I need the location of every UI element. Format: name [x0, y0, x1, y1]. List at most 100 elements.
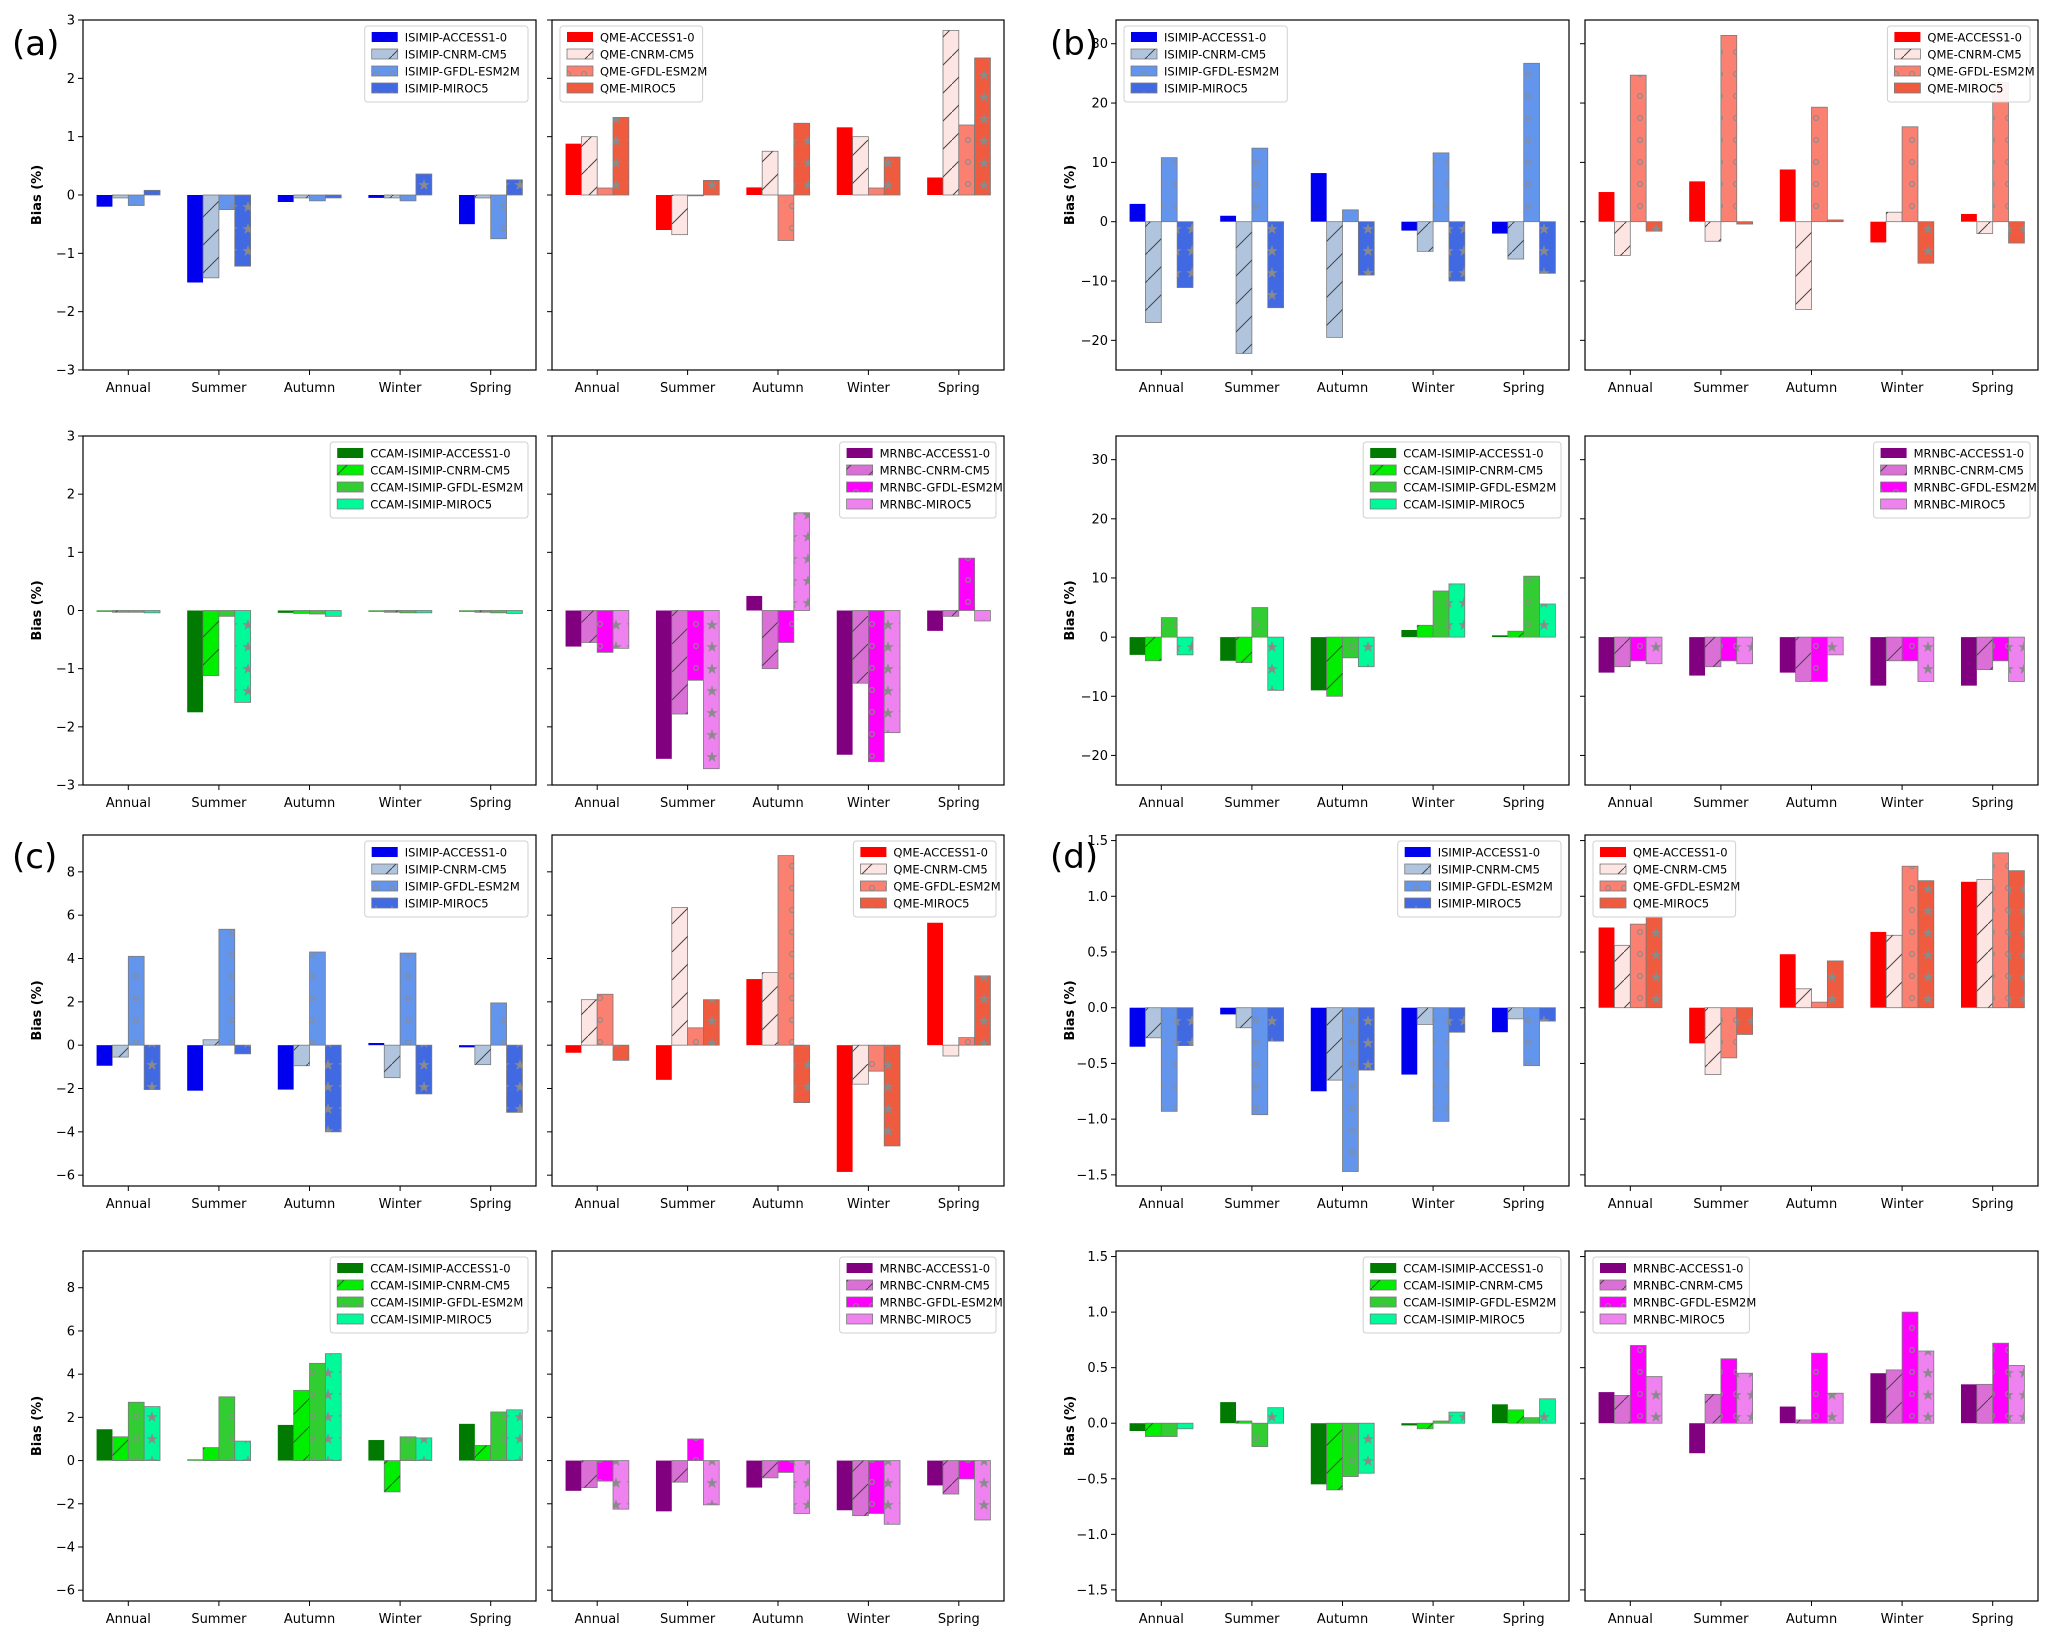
bar-hatch-CCAM-ISIMIP-GFDL-ESM2M-Winter [1433, 590, 1449, 638]
bar-hatch-QME-CNRM-CM5-Annual [581, 136, 598, 195]
bar-ISIMIP-ACCESS1-0-Annual [1129, 203, 1146, 222]
bar-hatch-ISIMIP-GFDL-ESM2M-Summer [218, 195, 235, 210]
x-tick-label: Summer [660, 381, 716, 396]
bar-CCAM-ISIMIP-ACCESS1-0-Spring [458, 610, 475, 612]
bar-hatch-QME-GFDL-ESM2M-Summer [1720, 35, 1737, 222]
subplot-c-isimip: −6 −4 −2 0 2 4 6 8 Bias (%) Annual Summer Autumn Win… [30, 834, 537, 1212]
x-tick-label: Autumn [752, 1197, 803, 1212]
bar-hatch-ISIMIP-GFDL-ESM2M-Summer [218, 929, 235, 1046]
bar-hatch-CCAM-ISIMIP-MIROC5-Winter [415, 1437, 432, 1461]
bar-hatch-ISIMIP-MIROC5-Autumn [325, 195, 342, 198]
legend-swatch-hatch [1370, 1280, 1397, 1290]
legend: QME-ACCESS1-0 QME-CNRM-CM5 QME-GFDL-ESM2M Q… [559, 25, 707, 103]
legend-entry: ISIMIP-MIROC5 [1438, 897, 1522, 911]
y-tick-label: −6 [56, 1584, 75, 1599]
legend-swatch-hatch [337, 1314, 364, 1324]
bar-CCAM-ISIMIP-ACCESS1-0-Autumn [1310, 1423, 1327, 1485]
legend-swatch [846, 448, 873, 458]
bar-hatch-MRNBC-CNRM-CM5-Winter [852, 1460, 869, 1516]
x-tick-label: Annual [575, 1197, 620, 1212]
y-tick-label: 0 [1100, 215, 1108, 230]
bar-hatch-MRNBC-MIROC5-Spring [2008, 1365, 2025, 1424]
x-tick-label: Winter [379, 1197, 423, 1212]
y-tick-label: −6 [56, 1169, 75, 1184]
legend-entry: QME-ACCESS1-0 [1927, 31, 2022, 45]
bar-QME-ACCESS1-0-Summer [1689, 181, 1706, 222]
legend: ISIMIP-ACCESS1-0 ISIMIP-CNRM-CM5 ISIMIP-GF… [1123, 25, 1288, 103]
bar-hatch-CCAM-ISIMIP-CNRM-CM5-Annual [1145, 637, 1162, 661]
bar-hatch-QME-CNRM-CM5-Autumn [762, 972, 778, 1046]
y-tick-label: 2 [67, 1411, 75, 1426]
bar-ISIMIP-ACCESS1-0-Winter [1401, 221, 1418, 231]
legend-swatch-hatch [1370, 1314, 1397, 1324]
y-tick-label: 0 [67, 1039, 75, 1054]
y-tick-label: 10 [1091, 156, 1108, 171]
x-tick-label: Summer [1224, 1612, 1280, 1627]
bar-ISIMIP-ACCESS1-0-Summer [187, 1045, 204, 1091]
bar-hatch-ISIMIP-GFDL-ESM2M-Winter [400, 195, 416, 201]
legend-swatch [567, 32, 593, 42]
x-tick-label: Annual [106, 381, 151, 396]
bar-MRNBC-ACCESS1-0-Spring [927, 610, 943, 631]
bar-CCAM-ISIMIP-ACCESS1-0-Annual [1129, 1423, 1146, 1431]
bar-hatch-QME-MIROC5-Spring [2008, 870, 2025, 1008]
legend-box [1123, 25, 1288, 103]
bar-hatch-ISIMIP-GFDL-ESM2M-Autumn [309, 195, 326, 201]
bar-hatch-MRNBC-GFDL-ESM2M-Summer [687, 610, 704, 681]
bar-MRNBC-ACCESS1-0-Spring [1960, 1384, 1977, 1424]
subplot-c-mrnbc: Annual Summer Autumn Winter Spring MRNBC-ACCE… [547, 1250, 1005, 1627]
bar-hatch-ISIMIP-CNRM-CM5-Annual [1145, 1007, 1162, 1038]
legend-entry: MRNBC-CNRM-CM5 [1633, 1279, 1743, 1293]
y-axis-label: Bias (%) [30, 580, 45, 640]
legend-swatch [1131, 32, 1157, 42]
bar-hatch-ISIMIP-GFDL-ESM2M-Annual [128, 956, 145, 1046]
y-tick-label: 0 [67, 1454, 75, 1469]
bar-hatch-QME-MIROC5-Spring [974, 57, 991, 195]
bar-ISIMIP-ACCESS1-0-Spring [1491, 221, 1508, 234]
y-tick-label: 10 [1091, 571, 1108, 586]
bar-hatch-CCAM-ISIMIP-CNRM-CM5-Annual [112, 1436, 129, 1461]
bar-hatch-CCAM-ISIMIP-MIROC5-Annual [1177, 637, 1193, 655]
bar-hatch-QME-GFDL-ESM2M-Annual [1630, 75, 1647, 222]
legend-entry: ISIMIP-ACCESS1-0 [405, 31, 507, 45]
y-tick-label: −1 [56, 247, 75, 262]
legend-entry: QME-GFDL-ESM2M [1633, 880, 1740, 894]
legend-entry: CCAM-ISIMIP-MIROC5 [1403, 1313, 1525, 1327]
bar-hatch-QME-GFDL-ESM2M-Winter [868, 1045, 885, 1072]
bar-hatch-MRNBC-GFDL-ESM2M-Autumn [1811, 1353, 1828, 1424]
bar-hatch-ISIMIP-GFDL-ESM2M-Spring [490, 1002, 507, 1046]
bar-hatch-ISIMIP-GFDL-ESM2M-Annual [1161, 1007, 1178, 1112]
legend: MRNBC-ACCESS1-0 MRNBC-CNRM-CM5 MRNBC-GFDL-… [1873, 441, 2037, 519]
legend-swatch [1370, 448, 1397, 458]
bar-hatch-ISIMIP-MIROC5-Winter [415, 1045, 432, 1094]
x-tick-label: Summer [660, 1197, 716, 1212]
bar-MRNBC-ACCESS1-0-Autumn [746, 595, 763, 611]
bar-CCAM-ISIMIP-ACCESS1-0-Annual [96, 1429, 113, 1461]
bar-hatch-ISIMIP-MIROC5-Winter [1448, 221, 1465, 282]
bar-hatch-QME-GFDL-ESM2M-Spring [958, 1037, 975, 1046]
bar-hatch-MRNBC-GFDL-ESM2M-Spring [1992, 1343, 2009, 1424]
bar-hatch-ISIMIP-MIROC5-Summer [234, 195, 251, 267]
x-tick-label: Winter [1412, 1612, 1456, 1627]
x-tick-label: Spring [470, 1197, 512, 1212]
x-tick-label: Annual [1608, 1612, 1653, 1627]
legend-box [329, 1256, 529, 1334]
bar-hatch-ISIMIP-MIROC5-Autumn [325, 1045, 342, 1132]
bar-QME-ACCESS1-0-Summer [655, 195, 672, 230]
bar-hatch-MRNBC-CNRM-CM5-Spring [942, 1460, 959, 1495]
bar-hatch-CCAM-ISIMIP-CNRM-CM5-Annual [1145, 1423, 1162, 1437]
bar-CCAM-ISIMIP-ACCESS1-0-Winter [368, 610, 385, 612]
subplot-d-qme: Annual Summer Autumn Winter Spring QME-ACCESS… [1580, 834, 2039, 1212]
bar-ISIMIP-ACCESS1-0-Winter [368, 195, 385, 198]
y-tick-label: −10 [1081, 690, 1108, 705]
y-tick-label: 0 [1100, 631, 1108, 646]
x-tick-label: Autumn [1786, 796, 1837, 811]
x-tick-label: Winter [847, 1197, 891, 1212]
legend-entry: ISIMIP-ACCESS1-0 [1438, 846, 1540, 860]
legend-swatch [371, 847, 398, 857]
bar-hatch-ISIMIP-CNRM-CM5-Winter [1417, 1007, 1434, 1025]
legend-swatch-hatch [846, 482, 873, 492]
y-tick-label: 0 [67, 189, 75, 204]
bar-hatch-ISIMIP-MIROC5-Spring [506, 179, 523, 195]
bar-hatch-MRNBC-CNRM-CM5-Summer [671, 610, 688, 715]
